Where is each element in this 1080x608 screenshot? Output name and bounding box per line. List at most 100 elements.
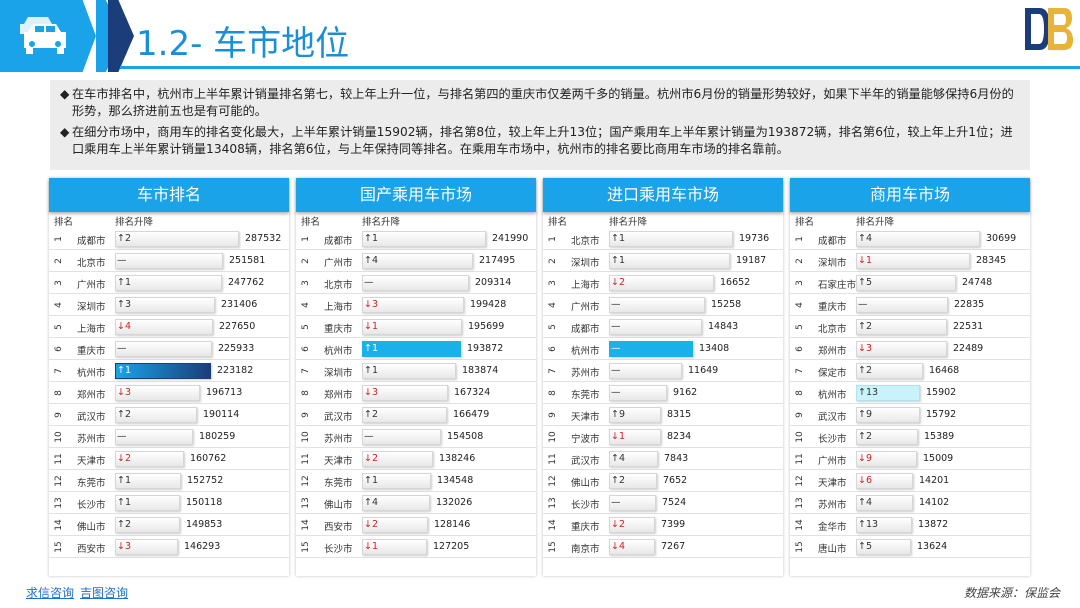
change-header: 排名升降: [362, 217, 401, 228]
footer-link[interactable]: 吉图咨询: [80, 586, 129, 600]
panel-title: 进口乘用车市场: [543, 178, 783, 212]
value-bar: [856, 231, 980, 247]
panel-commercial: 商用车市场 排名 排名升降 1 成都市 ↑4 30699 2 深圳市 ↓1 28345 3 石家庄市 ↑5…: [790, 178, 1030, 576]
value-bar: [115, 429, 193, 445]
header: 1.2- 车市地位: [0, 0, 1080, 72]
city-name: 东莞市: [571, 390, 600, 401]
city-name: 上海市: [571, 280, 600, 291]
rank-change: ↑13: [858, 519, 879, 530]
rank-number: 13: [795, 497, 805, 509]
value-bar: [609, 341, 693, 357]
table-row: 7 苏州市 — 11649: [543, 360, 783, 382]
rank-number: 12: [548, 475, 558, 487]
sales-value: 28345: [976, 255, 1007, 266]
value-bar: [856, 429, 918, 445]
value-bar: [609, 385, 667, 401]
table-row: 11 武汉市 ↑4 7843: [543, 448, 783, 470]
value-bar: [362, 341, 461, 357]
sales-value: 16652: [720, 277, 751, 288]
rank-change: ↑2: [117, 409, 132, 420]
table-row: 11 天津市 ↓2 160762: [49, 448, 289, 470]
rank-change: ↑1: [611, 233, 626, 244]
city-name: 郑州市: [818, 346, 847, 357]
sales-value: 241990: [492, 233, 529, 244]
table-row: 10 苏州市 — 180259: [49, 426, 289, 448]
sales-value: 251581: [229, 255, 266, 266]
rank-change: ↑5: [858, 541, 873, 552]
sales-value: 128146: [434, 519, 471, 530]
change-header: 排名升降: [609, 217, 648, 228]
description-paragraph: ◆ 在细分市场中，商用车的排名变化最大，上半年累计销量15902辆，排名第8位，较…: [60, 125, 1013, 156]
rank-change: ↑4: [858, 497, 873, 508]
value-bar: [856, 407, 920, 423]
rank-number: 1: [54, 236, 64, 242]
city-name: 武汉市: [571, 456, 600, 467]
city-name: 苏州市: [818, 500, 847, 511]
brand-logo: [1025, 8, 1073, 50]
sales-value: 138246: [439, 453, 476, 464]
city-name: 重庆市: [818, 302, 847, 313]
rank-number: 14: [795, 519, 805, 531]
value-bar: [856, 385, 920, 401]
rank-number: 5: [54, 324, 64, 330]
table-row: 7 保定市 ↑2 16468: [790, 360, 1030, 382]
rank-change: ↑1: [117, 497, 132, 508]
rank-number: 11: [795, 453, 805, 465]
data-source: 数据来源：保监会: [963, 586, 1060, 600]
city-name: 杭州市: [571, 346, 600, 357]
footer-link[interactable]: 求信咨询: [26, 586, 75, 600]
rank-number: 14: [54, 519, 64, 531]
sales-value: 22835: [954, 299, 985, 310]
city-name: 金华市: [818, 522, 847, 533]
city-name: 天津市: [77, 456, 106, 467]
rank-number: 15: [301, 541, 311, 553]
city-name: 广州市: [77, 280, 106, 291]
sales-value: 7652: [663, 475, 688, 486]
panel-domestic: 国产乘用车市场 排名 排名升降 1 成都市 ↑1 241990 2 广州市 ↑4 217495 3 北京…: [296, 178, 536, 576]
table-row: 8 郑州市 ↓3 196713: [49, 382, 289, 404]
table-row: 10 苏州市 — 154508: [296, 426, 536, 448]
rank-number: 4: [795, 302, 805, 308]
table-row: 2 北京市 — 251581: [49, 250, 289, 272]
rank-change: ↓1: [364, 541, 379, 552]
header-divider: [120, 66, 1080, 69]
value-bar: [362, 429, 441, 445]
value-bar: [362, 319, 462, 335]
table-row: 8 东莞市 — 9162: [543, 382, 783, 404]
city-name: 佛山市: [324, 500, 353, 511]
column-header: 排名 排名升降: [49, 212, 289, 228]
value-bar: [609, 363, 682, 379]
city-name: 佛山市: [571, 478, 600, 489]
table-row: 15 西安市 ↓3 146293: [49, 536, 289, 558]
value-bar: [362, 363, 456, 379]
table-row: 2 广州市 ↑4 217495: [296, 250, 536, 272]
rank-number: 8: [54, 390, 64, 396]
rank-change: ↑4: [611, 453, 626, 464]
sales-value: 15009: [923, 453, 954, 464]
rank-number: 2: [548, 258, 558, 264]
city-name: 郑州市: [324, 390, 353, 401]
value-bar: [362, 407, 447, 423]
rank-change: ↑2: [858, 321, 873, 332]
city-name: 苏州市: [77, 434, 106, 445]
value-bar: [609, 451, 658, 467]
rank-change: ↓2: [611, 277, 626, 288]
city-name: 长沙市: [571, 500, 600, 511]
city-name: 广州市: [818, 456, 847, 467]
value-bar: [115, 275, 222, 291]
rank-number: 10: [301, 431, 311, 443]
rank-number: 1: [301, 236, 311, 242]
bullet-icon: ◆: [60, 125, 70, 139]
sales-value: 196713: [206, 387, 243, 398]
table-row: 2 深圳市 ↑1 19187: [543, 250, 783, 272]
table-row: 12 东莞市 ↑1 134548: [296, 470, 536, 492]
value-bar: [115, 363, 211, 379]
city-name: 北京市: [77, 258, 106, 269]
city-name: 成都市: [77, 236, 106, 247]
rank-number: 4: [54, 302, 64, 308]
sales-value: 209314: [475, 277, 512, 288]
value-bar: [856, 363, 923, 379]
rank-number: 3: [548, 280, 558, 286]
rank-change: —: [858, 299, 868, 310]
rank-number: 5: [795, 324, 805, 330]
